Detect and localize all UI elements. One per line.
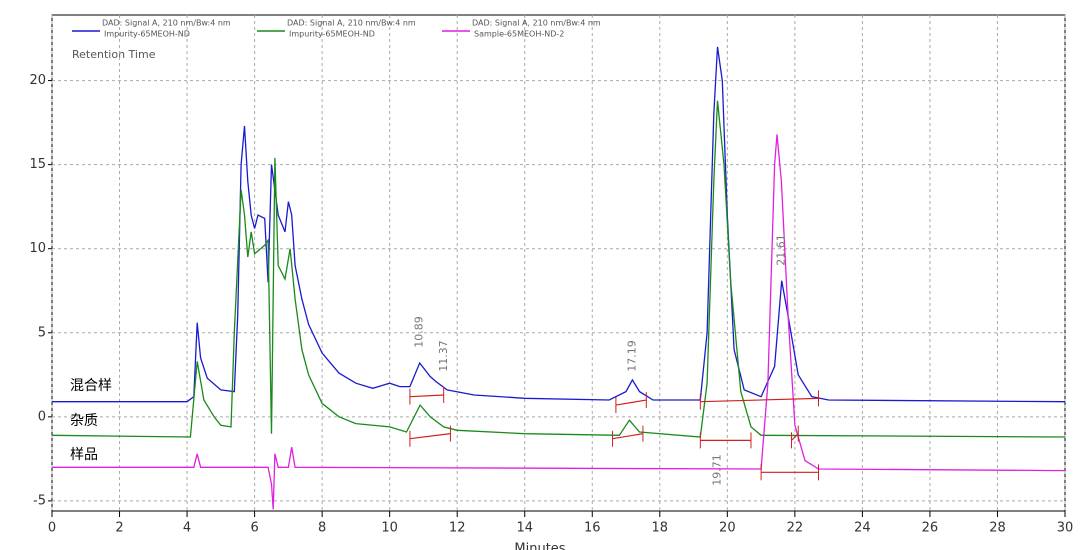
x-tick-label: 20 <box>719 521 736 536</box>
trace-label: 混合样 <box>70 378 112 394</box>
x-tick-label: 6 <box>250 521 258 536</box>
integration-baseline <box>700 397 819 403</box>
line-series <box>52 46 1066 403</box>
x-axis-label: Minutes <box>514 542 565 550</box>
x-tick-label: 14 <box>516 521 533 536</box>
legend-signal: DAD: Signal A, 210 nm/Bw:4 nm <box>472 19 601 28</box>
x-tick-label: 28 <box>989 521 1006 536</box>
legend-entry: Sample-65MEOH-ND-2 <box>474 30 564 39</box>
x-tick-label: 2 <box>115 521 123 536</box>
x-tick-label: 26 <box>922 521 939 536</box>
y-tick-label: 20 <box>29 73 46 88</box>
y-tick-label: 5 <box>38 325 46 340</box>
y-tick-label: -5 <box>33 493 46 508</box>
x-tick-label: 30 <box>1057 521 1074 536</box>
integration-baseline <box>409 433 451 440</box>
x-tick-label: 18 <box>652 521 669 536</box>
integration-baseline <box>409 394 444 398</box>
x-tick-label: 10 <box>381 521 398 536</box>
integration-baseline <box>612 433 644 440</box>
x-tick-label: 16 <box>584 521 601 536</box>
x-tick-label: 22 <box>787 521 804 536</box>
x-tick-label: 24 <box>854 521 871 536</box>
trace-label: 杂质 <box>70 413 98 429</box>
x-tick-label: 4 <box>183 521 191 536</box>
y-tick-label: 10 <box>29 241 46 256</box>
x-tick-label: 8 <box>318 521 326 536</box>
legend-entry: Impurity-65MEOH-ND <box>289 30 375 39</box>
peak-label: 10.89 <box>413 316 426 348</box>
line-series <box>51 100 1066 438</box>
legend-signal: DAD: Signal A, 210 nm/Bw:4 nm <box>102 19 231 28</box>
line-series <box>52 134 1066 510</box>
peak-label: 21.61 <box>775 234 788 266</box>
y-tick-label: 15 <box>29 157 46 172</box>
y-tick-label: 0 <box>38 409 46 424</box>
peak-label: 11.37 <box>437 340 450 372</box>
chart-title: Retention Time <box>72 48 156 61</box>
integration-baseline <box>791 433 799 441</box>
x-tick-label: 0 <box>48 521 56 536</box>
peak-label: 19.71 <box>711 454 724 486</box>
integration-baseline <box>615 399 647 406</box>
trace-label: 样品 <box>70 447 98 463</box>
legend-signal: DAD: Signal A, 210 nm/Bw:4 nm <box>287 19 416 28</box>
x-tick-label: 12 <box>449 521 466 536</box>
legend-entry: Impurity-65MEOH-ND <box>104 30 190 39</box>
peak-label: 17.19 <box>625 340 638 372</box>
